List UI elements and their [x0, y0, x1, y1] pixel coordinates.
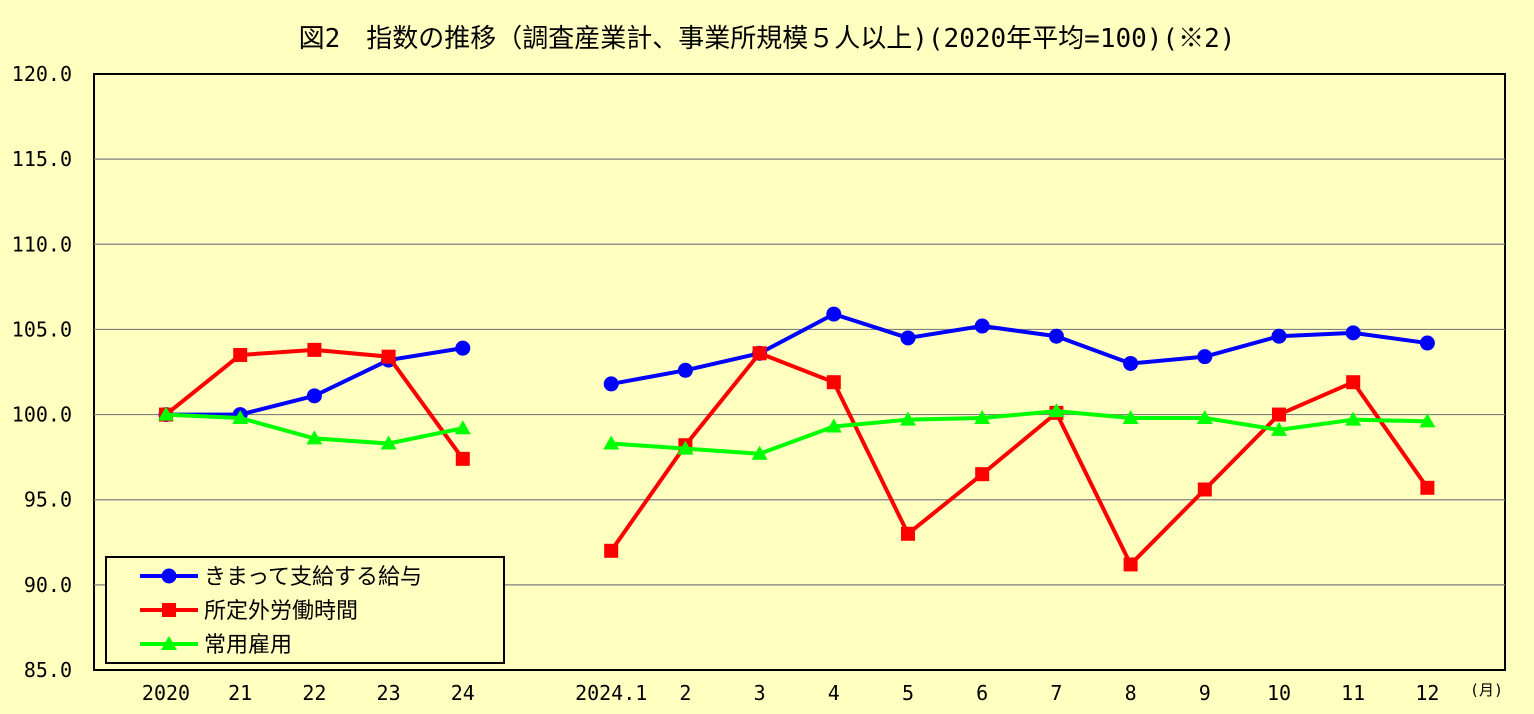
series-line	[610, 312, 1428, 386]
data-point	[1420, 480, 1435, 495]
x-tick-label: 5	[902, 681, 914, 705]
y-tick-label: 90.0	[24, 573, 72, 597]
data-point	[603, 376, 619, 392]
x-tick-label: 3	[754, 681, 766, 705]
data-point	[232, 409, 249, 424]
legend-item: 所定外労働時間	[140, 599, 358, 624]
data-point	[752, 346, 767, 361]
x-tick-label: 9	[1199, 681, 1211, 705]
data-point	[454, 420, 471, 435]
series-group	[158, 306, 1436, 572]
data-point	[1048, 403, 1065, 418]
data-point	[901, 526, 915, 541]
y-tick-label: 105.0	[12, 317, 72, 341]
data-point	[603, 435, 620, 450]
data-point	[1419, 413, 1436, 428]
data-point	[158, 406, 174, 421]
y-tick-label: 95.0	[24, 488, 72, 512]
data-point	[233, 347, 248, 362]
data-point	[1419, 335, 1435, 351]
x-tick-label: 2020	[142, 681, 190, 705]
data-point	[1197, 349, 1213, 365]
data-point	[826, 306, 842, 322]
y-tick-label: 115.0	[12, 147, 72, 171]
y-tick-label: 120.0	[12, 62, 72, 86]
data-point	[1048, 328, 1064, 344]
y-tick-label: 110.0	[12, 232, 72, 256]
data-point	[1345, 411, 1362, 426]
x-tick-label: 6	[976, 681, 988, 705]
data-point	[1122, 409, 1139, 424]
data-point	[381, 349, 396, 364]
data-point	[1196, 409, 1213, 424]
data-point	[974, 318, 990, 334]
data-point	[1197, 482, 1212, 497]
data-point	[455, 340, 471, 356]
legend-label: きまって支給する給与	[204, 565, 422, 590]
legend-marker	[162, 603, 176, 617]
data-point	[826, 375, 841, 390]
series-line	[609, 351, 1430, 567]
data-point	[975, 467, 990, 482]
data-point	[677, 362, 693, 378]
x-tick-label: 2	[679, 681, 691, 705]
legend-marker	[161, 636, 177, 650]
data-point	[751, 445, 768, 460]
data-point	[1123, 557, 1138, 572]
legend-label: 常用雇用	[204, 633, 292, 658]
x-tick-label: 24	[451, 681, 475, 705]
data-point	[825, 418, 842, 433]
y-tick-label: 100.0	[12, 403, 72, 427]
data-point	[307, 342, 322, 357]
x-tick-label: 7	[1050, 681, 1062, 705]
x-tick-label: 12	[1415, 681, 1439, 705]
data-point	[677, 440, 694, 455]
x-tick-label: 2024.1	[575, 681, 647, 705]
x-axis-tick-labels: 2020 21 22 23 24 2024.1 2 3 4 5 6 7 8 9 10 11 12	[142, 681, 1440, 705]
data-point	[380, 435, 397, 450]
data-point	[306, 388, 322, 404]
data-point	[1272, 407, 1286, 422]
x-tick-label: 4	[828, 681, 840, 705]
chart-title: 図2 指数の推移（調査産業計、事業所規模５人以上)(2020年平均=100)(※…	[298, 24, 1236, 54]
legend-marker	[161, 568, 177, 584]
data-point	[900, 411, 916, 426]
x-tick-label: 8	[1125, 681, 1137, 705]
series-1	[158, 306, 1435, 423]
y-axis-tick-labels: 120.0 115.0 110.0 105.0 100.0 95.0 90.0 85.0	[12, 62, 72, 682]
legend-label: 所定外労働時間	[204, 599, 358, 624]
legend-item: 常用雇用	[140, 633, 292, 658]
data-point	[306, 430, 323, 445]
x-axis-unit-label: (月)	[1470, 681, 1503, 699]
x-tick-label: 22	[302, 681, 326, 705]
data-point	[604, 543, 619, 558]
x-tick-label: 21	[228, 681, 252, 705]
data-point	[1271, 328, 1287, 344]
data-point	[1271, 421, 1287, 436]
data-point	[1346, 375, 1361, 390]
legend-item: きまって支給する給与	[140, 565, 422, 590]
series-3	[158, 403, 1436, 460]
data-point	[455, 451, 470, 466]
series-line	[611, 409, 1428, 456]
data-point	[1345, 325, 1361, 341]
x-tick-label: 23	[377, 681, 401, 705]
x-tick-label: 11	[1341, 681, 1365, 705]
data-point	[900, 330, 916, 346]
x-tick-label: 10	[1267, 681, 1291, 705]
data-point	[974, 409, 991, 424]
data-point	[1123, 355, 1139, 371]
y-tick-label: 85.0	[24, 658, 72, 682]
